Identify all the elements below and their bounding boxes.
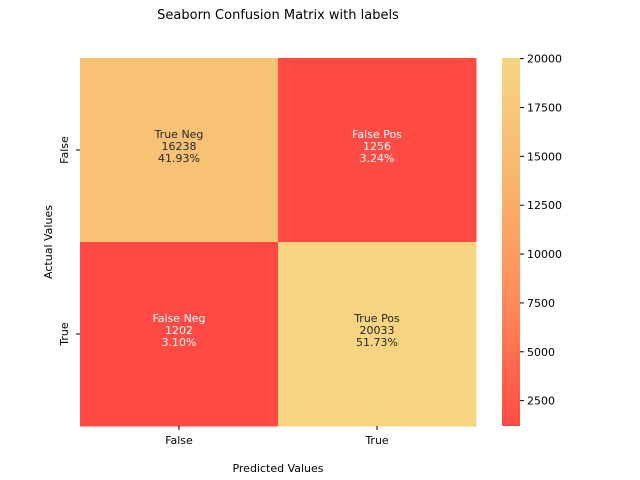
cell-annotation: 1256: [363, 140, 391, 153]
colorbar-tick-label: 5000: [527, 346, 555, 359]
heatmap-cell: [80, 242, 279, 427]
cell-annotation: False Neg: [152, 312, 205, 325]
colorbar-tick-label: 15000: [527, 150, 562, 163]
cell-annotation: 3.10%: [162, 336, 197, 349]
colorbar-tick-label: 7500: [527, 297, 555, 310]
cell-annotation: True Pos: [353, 312, 400, 325]
cell-annotation: 51.73%: [356, 336, 398, 349]
x-tick-label: True: [364, 434, 389, 447]
cell-annotation: False Pos: [352, 128, 402, 141]
heatmap-cell: [80, 58, 279, 243]
x-tick-label: False: [165, 434, 193, 447]
cell-annotation: 41.93%: [158, 152, 200, 165]
colorbar-tick-label: 12500: [527, 199, 562, 212]
cell-annotation: 1202: [165, 324, 193, 337]
y-tick-label: False: [58, 136, 71, 164]
cell-annotation: 16238: [162, 140, 197, 153]
colorbar-tick-label: 17500: [527, 102, 562, 115]
y-axis-label: Actual Values: [42, 205, 55, 279]
heatmap-cell: [278, 242, 477, 427]
y-tick-label: True: [58, 322, 71, 347]
cell-annotation: 20033: [360, 324, 395, 337]
heatmap-cell: [278, 58, 477, 243]
colorbar: [502, 58, 520, 426]
chart-title: Seaborn Confusion Matrix with labels: [157, 8, 399, 23]
colorbar-tick-label: 10000: [527, 248, 562, 261]
colorbar-tick-label: 20000: [527, 53, 562, 66]
cell-annotation: True Neg: [154, 128, 204, 141]
x-axis-label: Predicted Values: [232, 462, 323, 475]
colorbar-tick-label: 2500: [527, 395, 555, 408]
cell-annotation: 3.24%: [360, 152, 395, 165]
